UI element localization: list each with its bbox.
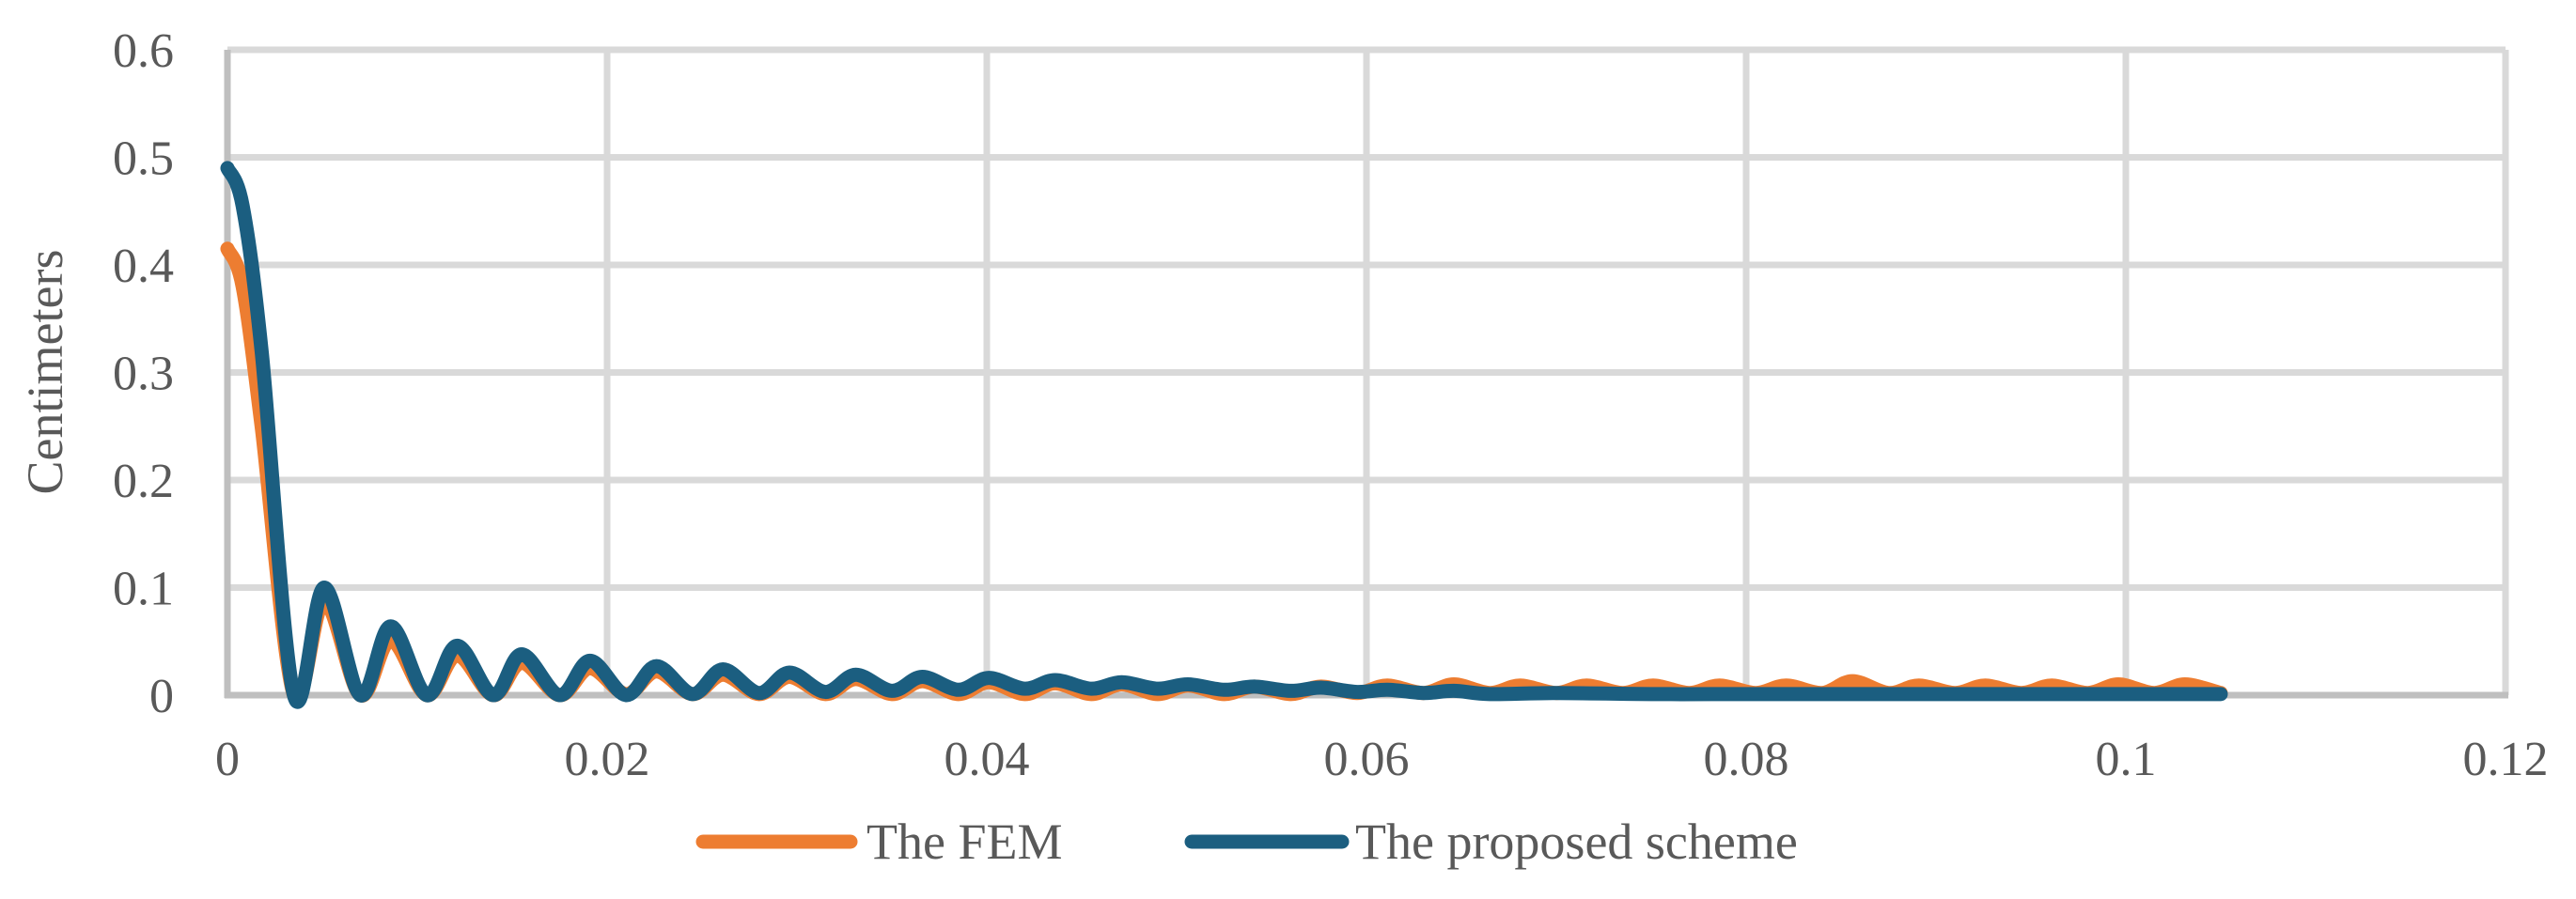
y-tick-label: 0.3 [113,348,174,401]
x-tick-label: 0.12 [2463,733,2549,786]
y-tick-label: 0.4 [113,240,174,293]
legend-label-fem: The FEM [866,814,1063,870]
legend-label-proposed-scheme: The proposed scheme [1355,814,1798,870]
legend-item-proposed-scheme[interactable]: The proposed scheme [1184,814,1798,870]
series-line-proposed-scheme [220,161,2228,709]
gridlines [227,46,2509,695]
x-tick-label: 0.04 [945,733,1030,786]
y-axis-tick-labels: 0 0.1 0.2 0.3 0.4 0.5 0.6 [113,24,174,723]
y-axis-title: Centimeters [17,250,73,495]
x-tick-label: 0.06 [1324,733,1410,786]
x-tick-label: 0.08 [1704,733,1789,786]
y-tick-label: 0.5 [113,132,174,186]
x-axis-tick-labels: 0 0.02 0.04 0.06 0.08 0.1 0.12 [215,733,2549,786]
x-tick-label: 0.1 [2096,733,2157,786]
y-tick-label: 0.1 [113,563,174,616]
legend: The FEM The proposed scheme [695,814,1798,870]
y-tick-label: 0.2 [113,455,174,508]
series-line-fem [220,241,2228,706]
x-tick-label: 0 [215,733,240,786]
plot-series [220,161,2228,709]
y-tick-label: 0.6 [113,24,174,78]
x-tick-label: 0.02 [565,733,650,786]
y-tick-label: 0 [149,670,174,723]
legend-item-fem[interactable]: The FEM [695,814,1063,870]
